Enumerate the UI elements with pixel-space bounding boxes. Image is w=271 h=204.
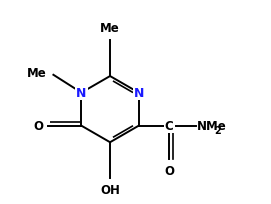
Text: O: O [33, 120, 43, 133]
Text: O: O [165, 164, 175, 177]
Text: 2: 2 [214, 126, 221, 136]
Text: C: C [165, 120, 174, 133]
Text: OH: OH [100, 183, 120, 196]
Text: N: N [76, 87, 86, 100]
Text: N: N [134, 87, 144, 100]
Text: NMe: NMe [197, 120, 227, 133]
Text: Me: Me [100, 22, 120, 35]
Text: Me: Me [27, 67, 47, 79]
